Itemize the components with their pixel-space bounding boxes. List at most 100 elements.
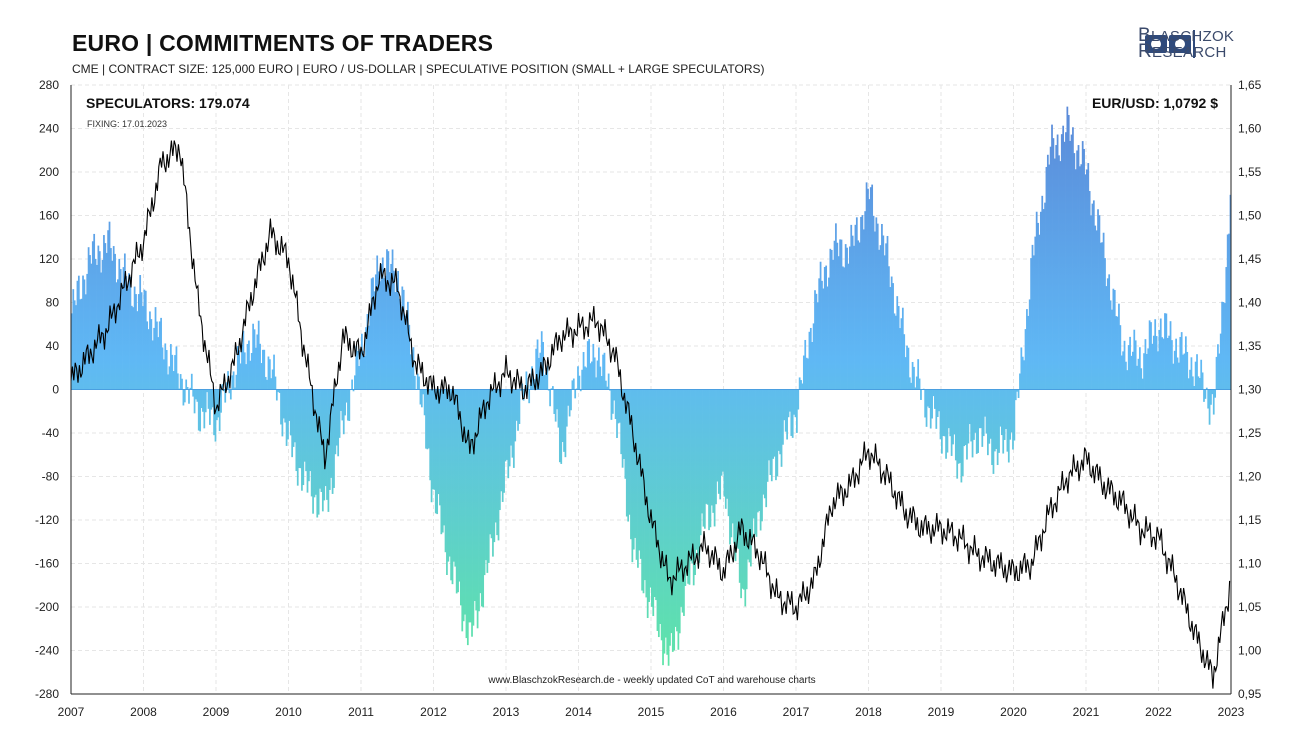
cot-bar xyxy=(1159,318,1162,390)
cot-bar xyxy=(344,389,347,416)
right-tick-label: 1,20 xyxy=(1238,470,1262,484)
cot-bar xyxy=(860,216,862,390)
cot-bar xyxy=(1019,373,1021,390)
cot-bar xyxy=(483,389,486,576)
cot-bar xyxy=(710,389,713,506)
cot-bar xyxy=(591,361,593,390)
cot-bar xyxy=(1010,389,1013,433)
cot-bar xyxy=(1224,303,1226,390)
cot-bar xyxy=(466,389,469,646)
cot-bar xyxy=(412,347,415,390)
cot-bar xyxy=(352,389,355,392)
cot-bar xyxy=(1205,387,1208,390)
cot-bar xyxy=(652,389,655,617)
cot-bar xyxy=(314,389,317,495)
cot-bar xyxy=(942,389,945,437)
cot-bar xyxy=(766,389,769,482)
left-tick-label: -160 xyxy=(35,557,59,571)
cot-bar xyxy=(1101,242,1104,390)
cot-bar xyxy=(959,389,961,463)
cot-bar xyxy=(872,215,875,390)
cot-bar xyxy=(674,389,677,627)
cot-bar xyxy=(828,277,830,390)
cot-bar xyxy=(103,235,105,390)
cot-bar xyxy=(1151,343,1154,390)
cot-bar xyxy=(260,363,263,390)
cot-bar xyxy=(1226,234,1229,390)
cot-bar xyxy=(846,247,848,390)
cot-bar xyxy=(351,379,353,390)
cot-bar xyxy=(71,313,73,390)
cot-bar xyxy=(734,389,737,562)
cot-bar xyxy=(1030,258,1032,390)
cot-bar xyxy=(731,389,734,524)
cot-bar xyxy=(1212,389,1215,415)
x-tick-label: 2017 xyxy=(783,705,810,719)
cot-bar xyxy=(238,350,241,390)
cot-bar xyxy=(426,389,429,450)
cot-bar xyxy=(146,321,149,390)
cot-bar xyxy=(843,267,846,390)
cot-bar xyxy=(203,389,206,429)
cot-bar xyxy=(1137,358,1140,390)
cot-bar xyxy=(970,389,973,442)
cot-bar xyxy=(313,389,316,498)
cot-bar xyxy=(904,357,907,390)
cot-bar xyxy=(589,363,592,390)
cot-bar xyxy=(236,346,239,390)
right-tick-label: 1,00 xyxy=(1238,644,1262,658)
cot-bar xyxy=(199,389,202,432)
cot-bar xyxy=(1067,114,1070,390)
cot-bar xyxy=(543,374,546,390)
cot-bar xyxy=(705,389,708,504)
cot-bar xyxy=(89,255,91,390)
cot-bar xyxy=(398,298,401,390)
cot-bar xyxy=(532,379,535,390)
cot-bar xyxy=(1164,313,1166,390)
cot-bar xyxy=(1134,340,1137,390)
cot-bar xyxy=(312,389,314,514)
cot-bar xyxy=(1052,138,1055,390)
cot-bar xyxy=(536,339,539,390)
cot-bar xyxy=(667,389,670,666)
left-tick-label: 120 xyxy=(39,252,59,266)
cot-bar xyxy=(451,389,454,585)
cot-bar xyxy=(1130,355,1133,390)
cot-bar xyxy=(457,389,459,593)
cot-bar xyxy=(1201,372,1204,390)
cot-bar xyxy=(635,389,638,560)
cot-bar xyxy=(1115,316,1118,390)
eurusd-annotation: EUR/USD: 1,0792 $ xyxy=(1092,95,1218,111)
cot-bar xyxy=(616,389,618,438)
cot-bar xyxy=(786,389,788,440)
cot-bar xyxy=(82,275,84,390)
cot-bar xyxy=(387,251,390,390)
cot-bar xyxy=(1106,278,1109,390)
cot-bar xyxy=(335,389,338,446)
cot-bar xyxy=(1000,389,1003,436)
cot-bar xyxy=(862,229,865,390)
cot-bar xyxy=(381,257,384,390)
cot-bar xyxy=(1171,340,1173,390)
cot-bar xyxy=(908,377,911,390)
cot-bar xyxy=(1049,146,1052,390)
cot-bar xyxy=(464,389,466,615)
cot-bar xyxy=(395,278,398,390)
cot-bar xyxy=(475,389,478,611)
cot-bar xyxy=(677,389,680,650)
cot-bar xyxy=(669,389,671,646)
cot-bar xyxy=(444,389,447,553)
cot-bar xyxy=(864,211,867,390)
cot-bar xyxy=(818,278,821,390)
cot-bar xyxy=(698,389,701,563)
cot-bar xyxy=(1118,303,1120,390)
x-tick-label: 2011 xyxy=(348,705,374,719)
cot-bar xyxy=(248,340,250,390)
cot-bar xyxy=(1112,288,1115,390)
x-tick-label: 2007 xyxy=(58,705,85,719)
cot-bar xyxy=(568,389,571,417)
cot-bar xyxy=(833,240,836,390)
cot-bar xyxy=(123,253,126,390)
cot-bar xyxy=(840,239,843,390)
x-tick-label: 2013 xyxy=(493,705,520,719)
